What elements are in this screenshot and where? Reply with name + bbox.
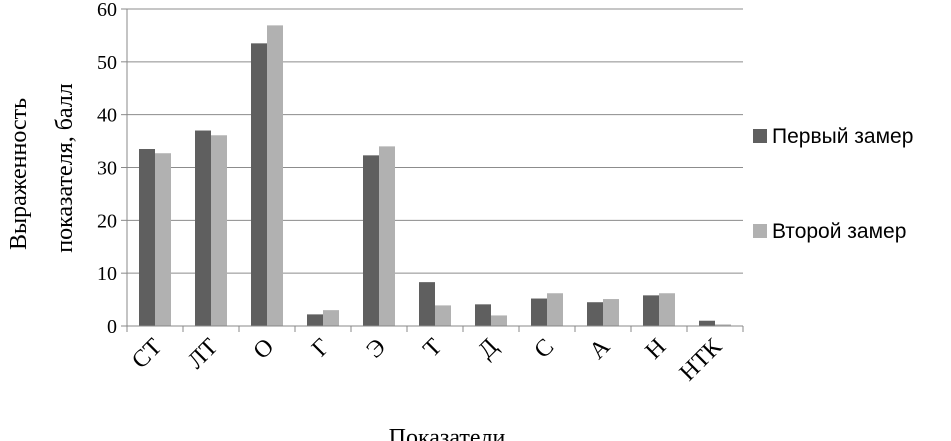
x-category-label: Э bbox=[362, 334, 392, 364]
x-category-label: Д bbox=[473, 334, 503, 364]
y-axis-label-line-2: показателя, балл bbox=[52, 83, 78, 253]
x-axis-ticks: СТ ЛТ О Г Э Т Д С А Н НТК bbox=[126, 326, 744, 386]
x-category-label: О bbox=[249, 334, 280, 365]
y-tick-label: 20 bbox=[97, 210, 117, 232]
x-category-label: А bbox=[585, 333, 616, 364]
bar-second-0 bbox=[155, 153, 171, 326]
bar-first-1 bbox=[195, 130, 211, 326]
legend: Первый замер Второй замер bbox=[753, 125, 913, 243]
bar-first-6 bbox=[475, 304, 491, 326]
bar-second-8 bbox=[603, 299, 619, 326]
y-axis-label-line-1: Выраженность bbox=[6, 98, 32, 250]
legend-swatch-first bbox=[753, 129, 767, 143]
bar-first-0 bbox=[139, 149, 155, 326]
bar-first-2 bbox=[251, 43, 267, 326]
bar-second-6 bbox=[491, 315, 507, 326]
legend-swatch-second bbox=[753, 224, 767, 238]
bar-first-5 bbox=[419, 282, 435, 326]
gridlines bbox=[127, 8, 743, 274]
bar-second-9 bbox=[659, 293, 675, 326]
bar-first-9 bbox=[643, 295, 659, 326]
x-axis-label: Показатели bbox=[389, 425, 506, 441]
x-category-label: Г bbox=[307, 334, 335, 362]
bar-second-10 bbox=[715, 324, 731, 326]
bar-first-4 bbox=[363, 155, 379, 326]
bar-second-5 bbox=[435, 305, 451, 326]
legend-label-first: Первый замер bbox=[772, 125, 913, 148]
bar-first-3 bbox=[307, 314, 323, 326]
legend-label-second: Второй замер bbox=[772, 220, 906, 243]
x-category-label: ЛТ bbox=[183, 334, 224, 375]
x-category-label: НТК bbox=[675, 333, 728, 386]
bar-second-1 bbox=[211, 135, 227, 326]
bars bbox=[139, 25, 731, 327]
bar-second-3 bbox=[323, 310, 339, 326]
y-tick-label: 30 bbox=[97, 158, 117, 180]
y-tick-label: 0 bbox=[107, 316, 117, 338]
x-category-label: СТ bbox=[127, 334, 167, 374]
x-category-label: Н bbox=[641, 334, 672, 365]
y-axis-ticks: 0 10 20 30 40 50 60 bbox=[97, 0, 128, 338]
bar-second-2 bbox=[267, 25, 283, 327]
y-tick-label: 10 bbox=[97, 263, 117, 285]
y-tick-label: 60 bbox=[97, 0, 117, 21]
bar-first-10 bbox=[699, 320, 715, 326]
bar-first-8 bbox=[587, 302, 603, 326]
y-tick-label: 40 bbox=[97, 105, 117, 127]
bar-second-7 bbox=[547, 293, 563, 326]
x-category-label: Т bbox=[418, 334, 447, 363]
y-tick-label: 50 bbox=[97, 52, 117, 74]
bar-second-4 bbox=[379, 146, 395, 326]
x-category-label: С bbox=[530, 334, 560, 364]
bar-first-7 bbox=[531, 298, 547, 326]
